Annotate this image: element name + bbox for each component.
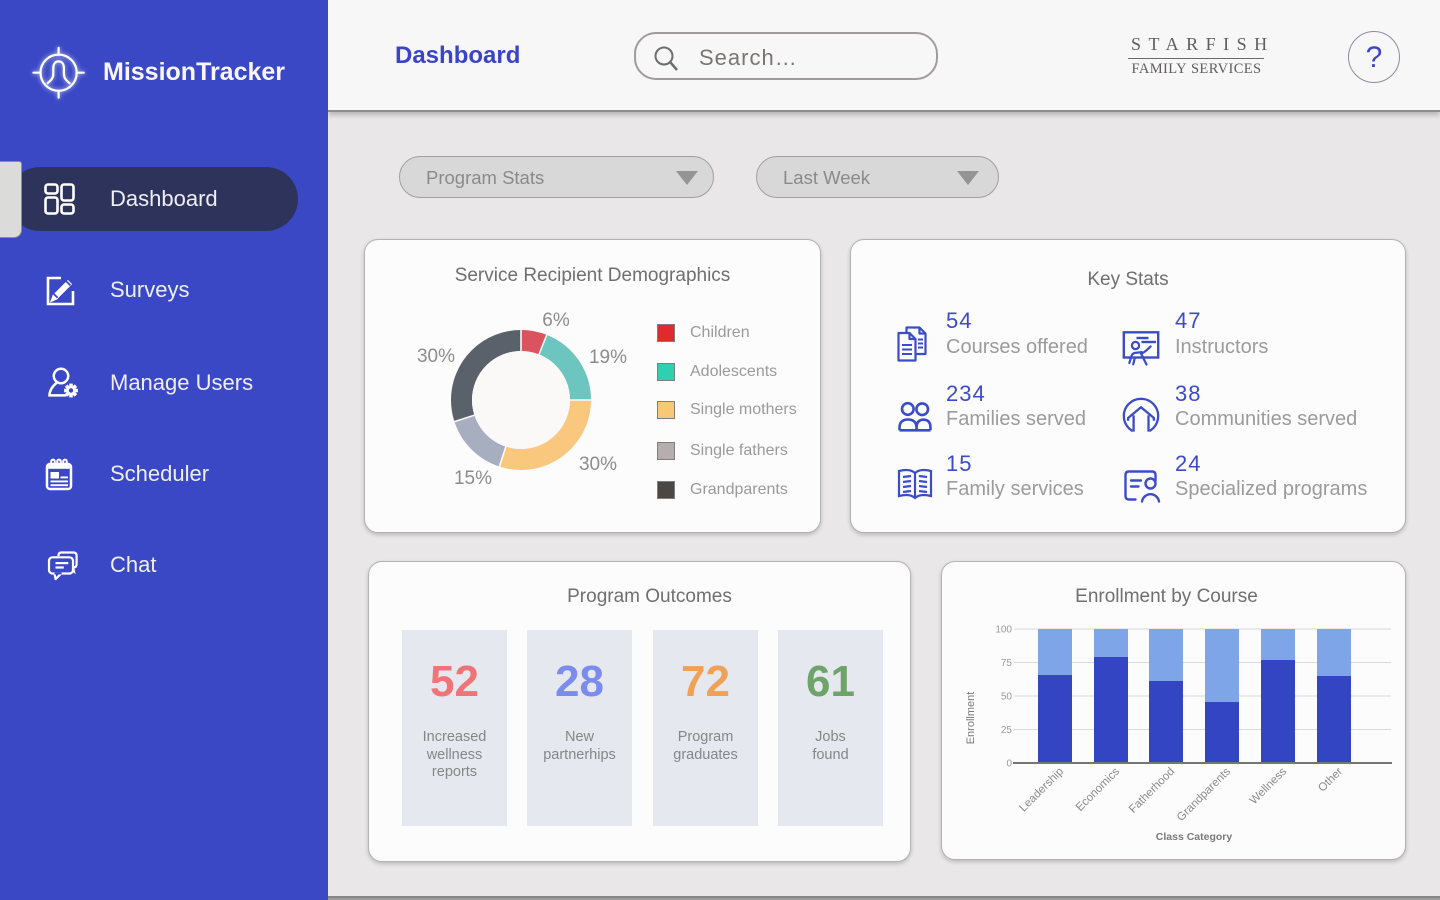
svg-text:50: 50 bbox=[1001, 692, 1013, 703]
svg-text:75: 75 bbox=[1001, 658, 1013, 669]
svg-text:Enrollment: Enrollment bbox=[965, 692, 977, 745]
svg-text:Economics: Economics bbox=[1074, 765, 1122, 813]
svg-text:Fatherhood: Fatherhood bbox=[1127, 766, 1177, 816]
svg-text:Other: Other bbox=[1316, 766, 1345, 795]
svg-text:Leadership: Leadership bbox=[1017, 766, 1066, 815]
svg-text:100: 100 bbox=[995, 625, 1012, 636]
svg-text:Wellness: Wellness bbox=[1248, 765, 1290, 807]
svg-text:25: 25 bbox=[1001, 725, 1013, 736]
svg-text:0: 0 bbox=[1006, 759, 1012, 770]
svg-text:Class Category: Class Category bbox=[1156, 831, 1233, 843]
svg-text:Grandparents: Grandparents bbox=[1175, 765, 1233, 823]
